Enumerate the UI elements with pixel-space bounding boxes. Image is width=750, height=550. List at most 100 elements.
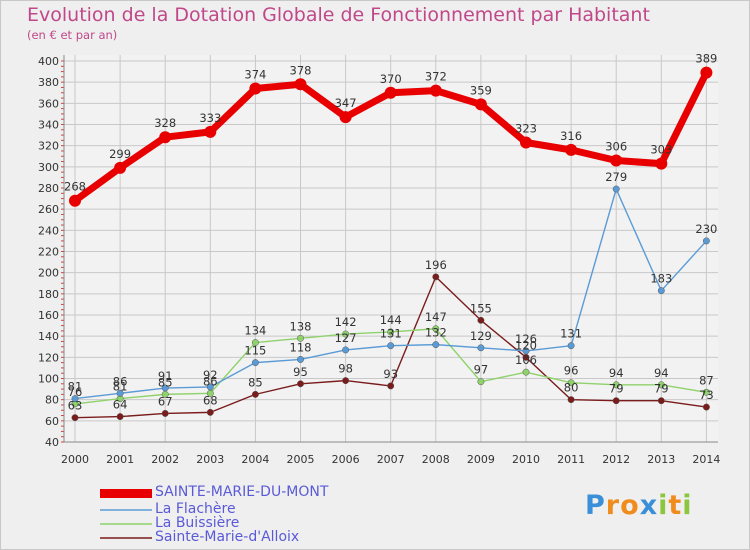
x-tick-label: 2006	[332, 453, 360, 466]
y-tick-label: 380	[38, 76, 59, 89]
data-label: 359	[470, 83, 492, 97]
data-label: 299	[109, 147, 131, 161]
x-tick-label: 2011	[557, 453, 585, 466]
logo-letter: t	[668, 490, 683, 521]
data-point	[387, 328, 395, 336]
y-tick-label: 260	[38, 203, 59, 216]
data-label: 94	[609, 366, 624, 380]
x-tick-label: 2003	[196, 453, 224, 466]
data-label: 80	[564, 381, 579, 395]
data-point	[297, 356, 304, 363]
data-point	[297, 334, 304, 342]
logo-letter: P	[585, 490, 606, 521]
data-label: 79	[609, 382, 624, 396]
data-label: 97	[474, 363, 489, 377]
data-label: 86	[203, 374, 218, 388]
data-point	[116, 389, 124, 397]
x-tick-label: 2010	[512, 453, 540, 466]
data-point	[116, 413, 124, 421]
data-point	[565, 143, 578, 156]
data-label: 81	[113, 380, 128, 394]
data-label: 85	[158, 375, 173, 389]
y-tick-label: 280	[38, 182, 59, 195]
data-point	[71, 395, 79, 403]
data-point	[657, 287, 665, 295]
y-tick-label: 180	[38, 288, 59, 301]
data-label: 73	[699, 388, 714, 402]
data-point	[297, 380, 304, 388]
y-tick-label: 80	[45, 394, 59, 407]
data-point	[204, 125, 217, 138]
data-point	[612, 381, 620, 389]
data-label: 118	[290, 340, 312, 354]
y-tick-label: 40	[45, 436, 59, 449]
data-label: 131	[560, 327, 582, 341]
data-label: 316	[560, 129, 582, 143]
data-label: 306	[605, 139, 627, 153]
data-label: 95	[293, 365, 308, 379]
data-point	[69, 194, 81, 207]
data-label: 147	[425, 310, 447, 324]
data-point	[567, 342, 575, 350]
y-tick-label: 100	[38, 373, 59, 386]
data-label: 94	[654, 366, 669, 380]
data-point	[657, 381, 665, 389]
data-label: 378	[290, 63, 312, 77]
data-label: 131	[380, 327, 402, 341]
y-tick-label: 60	[45, 415, 59, 428]
data-label: 63	[68, 399, 83, 413]
data-point	[567, 379, 575, 387]
logo-letter: x	[639, 490, 659, 521]
data-point	[474, 98, 487, 111]
x-tick-label: 2001	[106, 453, 134, 466]
data-label: 68	[203, 393, 218, 407]
legend-swatch	[100, 509, 152, 511]
data-point	[429, 84, 442, 97]
data-point	[251, 339, 259, 346]
data-point	[522, 368, 530, 376]
data-label: 134	[244, 324, 266, 338]
data-point	[477, 344, 485, 352]
x-tick-label: 2012	[602, 453, 630, 466]
data-label: 98	[338, 362, 353, 376]
data-label: 142	[335, 315, 357, 329]
data-point	[342, 330, 350, 338]
y-tick-label: 140	[38, 330, 59, 343]
data-point	[161, 384, 169, 392]
data-label: 64	[113, 398, 128, 412]
x-tick-label: 2014	[692, 453, 720, 466]
data-label: 91	[158, 369, 173, 383]
data-point	[702, 403, 710, 411]
data-label: 115	[244, 344, 266, 358]
data-point	[206, 408, 214, 416]
logo-letter: i	[658, 490, 669, 521]
data-label: 196	[425, 258, 447, 272]
data-label: 129	[470, 329, 492, 343]
data-label: 96	[564, 364, 579, 378]
data-point	[610, 154, 623, 167]
data-point	[477, 378, 485, 386]
y-tick-label: 160	[38, 309, 59, 322]
data-point	[161, 409, 169, 417]
data-point	[159, 131, 172, 144]
data-label: 333	[199, 111, 221, 125]
y-tick-label: 340	[38, 119, 59, 132]
data-point	[567, 396, 575, 404]
legend-swatch	[100, 537, 152, 539]
data-point	[251, 390, 259, 398]
data-point	[251, 359, 259, 367]
data-label: 370	[380, 72, 402, 86]
data-label: 93	[383, 367, 398, 381]
logo-letter: r	[605, 490, 621, 521]
x-tick-label: 2005	[287, 453, 315, 466]
x-tick-label: 2009	[467, 453, 495, 466]
legend-label: La Buissière	[155, 515, 240, 531]
x-tick-label: 2000	[61, 453, 89, 466]
logo-letter: o	[620, 490, 640, 521]
data-point	[384, 86, 397, 99]
legend-swatch	[100, 489, 152, 498]
legend-swatch	[100, 523, 152, 525]
data-point	[206, 383, 214, 391]
data-point	[432, 273, 440, 281]
